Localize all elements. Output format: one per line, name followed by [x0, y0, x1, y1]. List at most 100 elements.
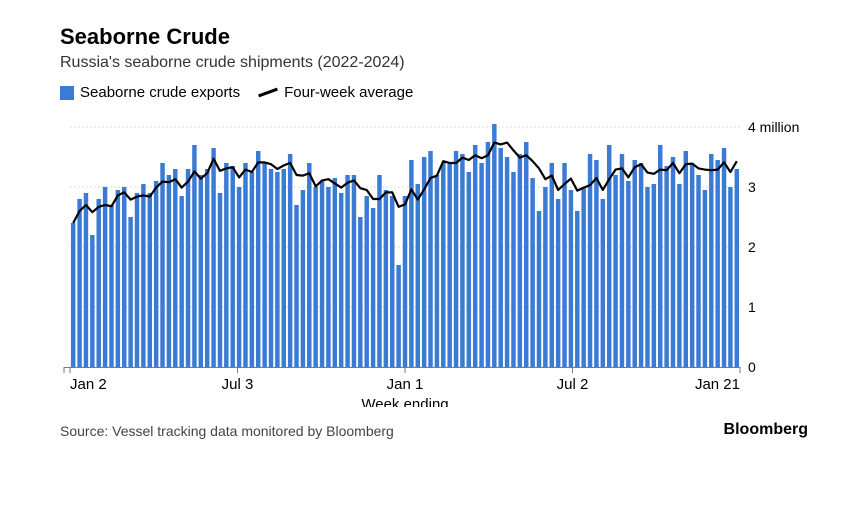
bar: [160, 163, 164, 367]
bar: [435, 175, 439, 367]
bar: [186, 169, 190, 367]
bar: [530, 178, 534, 367]
bar: [498, 148, 502, 367]
bar: [486, 142, 490, 367]
bar: [256, 151, 260, 367]
bar: [116, 190, 120, 367]
bar: [709, 154, 713, 367]
bar: [307, 163, 311, 367]
bar: [658, 145, 662, 367]
bar: [639, 163, 643, 367]
bar: [454, 151, 458, 367]
bar: [613, 175, 617, 367]
x-tick-label: Jan 2: [70, 376, 107, 393]
bar: [441, 163, 445, 367]
x-tick-label: Jul 3: [222, 376, 254, 393]
bar: [250, 172, 254, 367]
bar: [128, 217, 132, 367]
bar: [345, 175, 349, 367]
bar: [218, 193, 222, 367]
bar: [537, 211, 541, 367]
bar: [728, 187, 732, 367]
bar: [199, 175, 203, 367]
bar: [518, 154, 522, 367]
bar: [358, 217, 362, 367]
y-tick-label: 1: [748, 299, 756, 315]
bar: [237, 187, 241, 367]
bar: [243, 163, 247, 367]
x-tick-label: Jul 2: [557, 376, 589, 393]
bar: [301, 190, 305, 367]
bar: [403, 196, 407, 367]
bar: [224, 163, 228, 367]
line-swatch-icon: [258, 88, 278, 98]
bar: [71, 223, 75, 367]
legend: Seaborne crude exports Four-week average: [60, 84, 808, 101]
bar: [275, 172, 279, 367]
bar: [492, 124, 496, 367]
bar: [601, 199, 605, 367]
bar: [282, 169, 286, 367]
y-tick-label: 2: [748, 239, 756, 255]
bar-swatch-icon: [60, 86, 74, 100]
chart-subtitle: Russia's seaborne crude shipments (2022-…: [60, 54, 808, 72]
bar: [371, 208, 375, 367]
x-tick-label: Jan 1: [387, 376, 424, 393]
bar: [339, 193, 343, 367]
bar: [447, 163, 451, 367]
bar: [722, 148, 726, 367]
chart-svg: 0 1 2 3 4 million barrels a day Jan 2 Jul 3 Jan…: [60, 107, 800, 407]
bar: [671, 157, 675, 367]
bar: [313, 187, 317, 367]
bar: [96, 199, 100, 367]
bar: [230, 166, 234, 367]
bar: [524, 142, 528, 367]
bar: [167, 175, 171, 367]
bar: [148, 193, 152, 367]
bar: [173, 169, 177, 367]
bar: [428, 151, 432, 367]
bar: [135, 193, 139, 367]
bar: [90, 235, 94, 367]
bar: [479, 163, 483, 367]
bar: [581, 187, 585, 367]
bar: [269, 169, 273, 367]
bar: [575, 211, 579, 367]
bar: [352, 175, 356, 367]
bar: [103, 187, 107, 367]
bar: [333, 178, 337, 367]
bar: [562, 163, 566, 367]
bar: [690, 163, 694, 367]
bar: [364, 196, 368, 367]
bar: [632, 160, 636, 367]
bar: [626, 181, 630, 367]
y-tick-label: 0: [748, 359, 756, 375]
x-tick-label: Jan 21: [695, 376, 740, 393]
y-tick-label: 4 million barrels a day: [748, 119, 800, 135]
bar: [696, 175, 700, 367]
bar: [377, 175, 381, 367]
bar: [320, 181, 324, 367]
y-tick-label: 3: [748, 179, 756, 195]
bar: [141, 184, 145, 367]
bar: [205, 169, 209, 367]
bar: [396, 265, 400, 367]
bar: [109, 205, 113, 367]
bar: [543, 187, 547, 367]
bar: [192, 145, 196, 367]
legend-item-bars: Seaborne crude exports: [60, 84, 240, 101]
bar: [703, 190, 707, 367]
bar: [384, 190, 388, 367]
bar: [179, 196, 183, 367]
bar: [594, 160, 598, 367]
chart-title: Seaborne Crude: [60, 24, 808, 50]
bar: [652, 184, 656, 367]
brand-label: Bloomberg: [724, 421, 808, 439]
bar: [569, 190, 573, 367]
chart-area: 0 1 2 3 4 million barrels a day Jan 2 Jul 3 Jan…: [60, 107, 800, 407]
bar: [473, 145, 477, 367]
bar: [684, 151, 688, 367]
bar: [77, 199, 81, 367]
bar: [467, 172, 471, 367]
bar: [645, 187, 649, 367]
